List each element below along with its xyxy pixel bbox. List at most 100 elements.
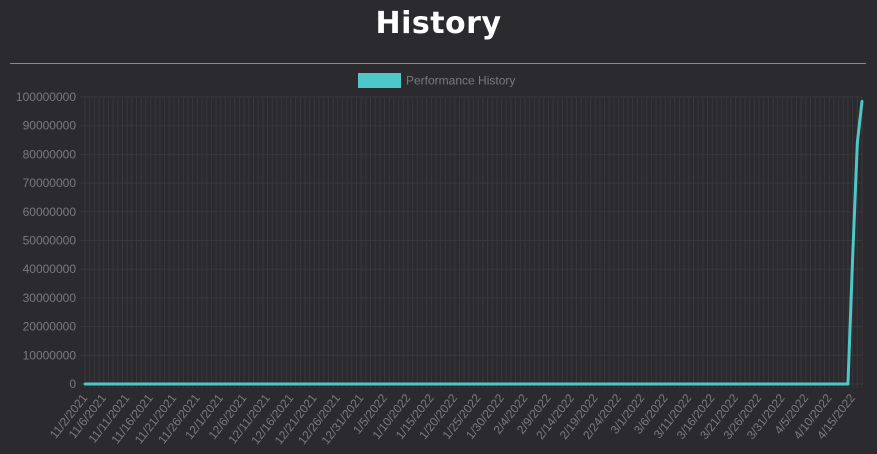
data-point[interactable] [598,382,602,386]
data-point[interactable] [326,382,330,386]
data-point[interactable] [546,382,550,386]
data-point[interactable] [322,382,326,386]
data-point[interactable] [589,382,592,386]
data-point[interactable] [200,382,204,386]
data-point[interactable] [476,382,480,386]
data-point[interactable] [116,382,120,386]
data-point[interactable] [804,382,808,386]
data-point[interactable] [490,382,494,386]
data-point[interactable] [579,382,583,386]
data-point[interactable] [228,382,232,386]
data-point[interactable] [678,382,681,386]
data-point[interactable] [444,382,447,386]
data-point[interactable] [373,382,377,386]
data-point[interactable] [841,382,845,386]
data-point[interactable] [682,382,686,386]
data-point[interactable] [518,382,522,386]
data-point[interactable] [144,382,148,386]
data-point[interactable] [303,382,307,386]
legend-swatch-performance-history[interactable] [358,73,401,88]
data-point[interactable] [635,382,639,386]
data-point[interactable] [383,382,386,386]
data-point[interactable] [135,382,138,386]
data-point[interactable] [556,382,560,386]
data-point[interactable] [757,382,761,386]
data-point[interactable] [860,99,864,103]
data-point[interactable] [275,382,279,386]
data-point[interactable] [752,382,756,386]
data-point[interactable] [238,382,241,386]
data-point[interactable] [486,382,489,386]
data-point[interactable] [514,382,518,386]
data-point[interactable] [392,382,396,386]
data-point[interactable] [855,141,859,145]
data-point[interactable] [378,382,382,386]
data-point[interactable] [181,382,185,386]
data-point[interactable] [673,382,677,386]
data-point[interactable] [411,382,415,386]
data-point[interactable] [551,382,555,386]
data-point[interactable] [186,382,190,386]
data-point[interactable] [790,382,794,386]
data-point[interactable] [369,382,372,386]
data-point[interactable] [766,382,770,386]
data-point[interactable] [813,382,817,386]
data-point[interactable] [92,382,96,386]
data-point[interactable] [827,382,831,386]
data-point[interactable] [294,382,298,386]
data-point[interactable] [724,382,728,386]
data-point[interactable] [270,382,274,386]
data-point[interactable] [420,382,424,386]
data-point[interactable] [837,382,840,386]
data-point[interactable] [607,382,611,386]
data-point[interactable] [434,382,438,386]
data-point[interactable] [158,382,162,386]
data-point[interactable] [195,382,199,386]
data-point[interactable] [612,382,616,386]
data-point[interactable] [664,382,667,386]
data-point[interactable] [153,382,157,386]
data-point[interactable] [654,382,658,386]
data-point[interactable] [247,382,251,386]
data-point[interactable] [846,382,850,386]
data-point[interactable] [570,382,574,386]
data-point[interactable] [214,382,218,386]
data-point[interactable] [453,382,457,386]
data-point[interactable] [252,382,255,386]
data-point[interactable] [266,382,269,386]
data-point[interactable] [668,382,672,386]
data-point[interactable] [177,382,181,386]
data-point[interactable] [776,382,780,386]
data-point[interactable] [748,382,752,386]
data-point[interactable] [785,382,789,386]
data-point[interactable] [336,382,340,386]
data-point[interactable] [795,382,798,386]
data-point[interactable] [659,382,663,386]
data-point[interactable] [462,382,466,386]
data-point[interactable] [771,382,775,386]
data-point[interactable] [401,382,405,386]
data-point[interactable] [458,382,461,386]
data-point[interactable] [626,382,630,386]
data-point[interactable] [631,382,635,386]
data-point[interactable] [621,382,625,386]
data-point[interactable] [715,382,719,386]
data-point[interactable] [345,382,349,386]
data-point[interactable] [823,382,826,386]
data-point[interactable] [593,382,597,386]
data-point[interactable] [242,382,246,386]
data-point[interactable] [575,382,578,386]
data-point[interactable] [350,382,354,386]
data-point[interactable] [425,382,429,386]
data-point[interactable] [364,382,368,386]
data-point[interactable] [542,382,546,386]
data-point[interactable] [743,382,747,386]
data-point[interactable] [832,382,836,386]
data-point[interactable] [561,382,564,386]
data-point[interactable] [706,382,709,386]
data-point[interactable] [163,382,166,386]
data-point[interactable] [729,382,733,386]
data-point[interactable] [532,382,536,386]
data-point[interactable] [472,382,475,386]
data-point[interactable] [298,382,302,386]
